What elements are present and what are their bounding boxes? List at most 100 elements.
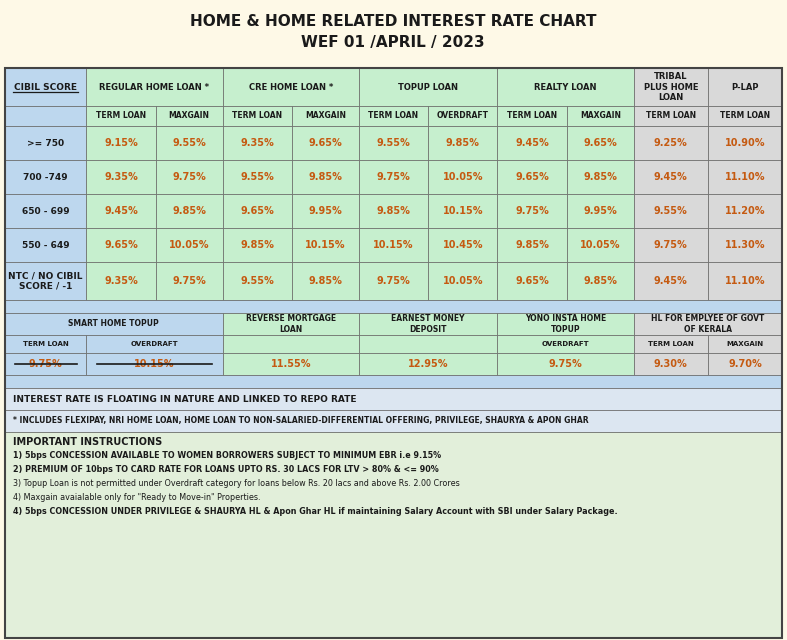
Bar: [5, 410, 782, 432]
Bar: [634, 228, 708, 262]
Text: YONO INSTA HOME
TOPUP: YONO INSTA HOME TOPUP: [525, 314, 606, 333]
Bar: [223, 194, 292, 228]
Bar: [223, 335, 359, 353]
Text: NTC / NO CIBIL
SCORE / -1: NTC / NO CIBIL SCORE / -1: [9, 271, 83, 291]
Bar: [87, 353, 223, 375]
Bar: [156, 262, 223, 300]
Bar: [634, 313, 782, 335]
Bar: [87, 106, 156, 126]
Bar: [567, 194, 634, 228]
Text: 9.65%: 9.65%: [240, 206, 274, 216]
Text: 9.85%: 9.85%: [376, 206, 411, 216]
Bar: [5, 335, 87, 353]
Text: MAXGAIN: MAXGAIN: [580, 111, 621, 120]
Bar: [5, 388, 782, 410]
Bar: [87, 160, 156, 194]
Bar: [87, 262, 156, 300]
Text: 9.75%: 9.75%: [377, 276, 410, 286]
Text: 650 - 699: 650 - 699: [22, 207, 69, 216]
Text: 10.05%: 10.05%: [169, 240, 209, 250]
Text: 10.05%: 10.05%: [442, 276, 483, 286]
Text: TERM LOAN: TERM LOAN: [96, 111, 146, 120]
Bar: [359, 160, 428, 194]
Text: 3) Topup Loan is not permitted under Overdraft category for loans below Rs. 20 l: 3) Topup Loan is not permitted under Ove…: [13, 479, 460, 488]
Text: 10.15%: 10.15%: [373, 240, 414, 250]
Text: 9.85%: 9.85%: [515, 240, 549, 250]
Text: 9.65%: 9.65%: [515, 172, 549, 182]
Bar: [634, 106, 708, 126]
Text: 9.85%: 9.85%: [583, 276, 617, 286]
Text: 9.85%: 9.85%: [172, 206, 206, 216]
Bar: [359, 126, 428, 160]
Text: 9.55%: 9.55%: [377, 138, 410, 148]
Text: MAXGAIN: MAXGAIN: [305, 111, 345, 120]
Bar: [223, 313, 359, 335]
Text: INTEREST RATE IS FLOATING IN NATURE AND LINKED TO REPO RATE: INTEREST RATE IS FLOATING IN NATURE AND …: [13, 394, 357, 403]
Bar: [5, 228, 87, 262]
Text: 11.10%: 11.10%: [725, 172, 765, 182]
Bar: [87, 68, 223, 106]
Text: 12.95%: 12.95%: [408, 359, 449, 369]
Text: 9.75%: 9.75%: [549, 359, 582, 369]
Text: REALTY LOAN: REALTY LOAN: [534, 83, 597, 92]
Bar: [5, 375, 782, 388]
Bar: [634, 262, 708, 300]
Bar: [708, 353, 782, 375]
Bar: [428, 126, 497, 160]
Bar: [634, 160, 708, 194]
Text: 9.35%: 9.35%: [104, 276, 138, 286]
Bar: [497, 68, 634, 106]
Text: 10.15%: 10.15%: [442, 206, 483, 216]
Bar: [5, 313, 223, 335]
Text: 9.85%: 9.85%: [309, 276, 342, 286]
Text: TOPUP LOAN: TOPUP LOAN: [398, 83, 458, 92]
Text: HOME & HOME RELATED INTEREST RATE CHART: HOME & HOME RELATED INTEREST RATE CHART: [190, 15, 597, 29]
Bar: [428, 106, 497, 126]
Text: 11.10%: 11.10%: [725, 276, 765, 286]
Bar: [87, 126, 156, 160]
Bar: [634, 126, 708, 160]
Bar: [708, 68, 782, 106]
Text: 9.70%: 9.70%: [728, 359, 762, 369]
Text: 9.75%: 9.75%: [172, 172, 206, 182]
Text: 9.35%: 9.35%: [240, 138, 274, 148]
Text: 9.55%: 9.55%: [240, 172, 274, 182]
Bar: [292, 228, 359, 262]
Text: * INCLUDES FLEXIPAY, NRI HOME LOAN, HOME LOAN TO NON-SALARIED-DIFFERENTIAL OFFER: * INCLUDES FLEXIPAY, NRI HOME LOAN, HOME…: [13, 417, 589, 426]
Text: 9.45%: 9.45%: [515, 138, 549, 148]
Bar: [223, 160, 292, 194]
Text: 9.75%: 9.75%: [515, 206, 549, 216]
Bar: [292, 262, 359, 300]
Bar: [497, 262, 567, 300]
Bar: [634, 68, 708, 106]
Bar: [708, 194, 782, 228]
Text: 11.20%: 11.20%: [725, 206, 765, 216]
Bar: [223, 68, 359, 106]
Bar: [223, 228, 292, 262]
Text: OVERDRAFT: OVERDRAFT: [541, 341, 589, 347]
Bar: [5, 68, 87, 106]
Text: 9.15%: 9.15%: [104, 138, 138, 148]
Bar: [497, 126, 567, 160]
Text: TERM LOAN: TERM LOAN: [23, 341, 68, 347]
Text: 9.55%: 9.55%: [654, 206, 688, 216]
Text: 10.90%: 10.90%: [725, 138, 765, 148]
Bar: [428, 262, 497, 300]
Text: TERM LOAN: TERM LOAN: [232, 111, 283, 120]
Bar: [359, 68, 497, 106]
Text: 9.85%: 9.85%: [240, 240, 274, 250]
Text: 700 -749: 700 -749: [24, 173, 68, 182]
Text: TERM LOAN: TERM LOAN: [720, 111, 770, 120]
Text: 9.65%: 9.65%: [583, 138, 617, 148]
Text: 9.75%: 9.75%: [172, 276, 206, 286]
Bar: [292, 106, 359, 126]
Bar: [497, 194, 567, 228]
Bar: [497, 313, 634, 335]
Bar: [87, 335, 223, 353]
Text: CIBIL SCORE: CIBIL SCORE: [14, 83, 77, 92]
Text: 9.25%: 9.25%: [654, 138, 688, 148]
Bar: [5, 106, 87, 126]
Bar: [87, 228, 156, 262]
Bar: [5, 68, 782, 638]
Bar: [223, 262, 292, 300]
